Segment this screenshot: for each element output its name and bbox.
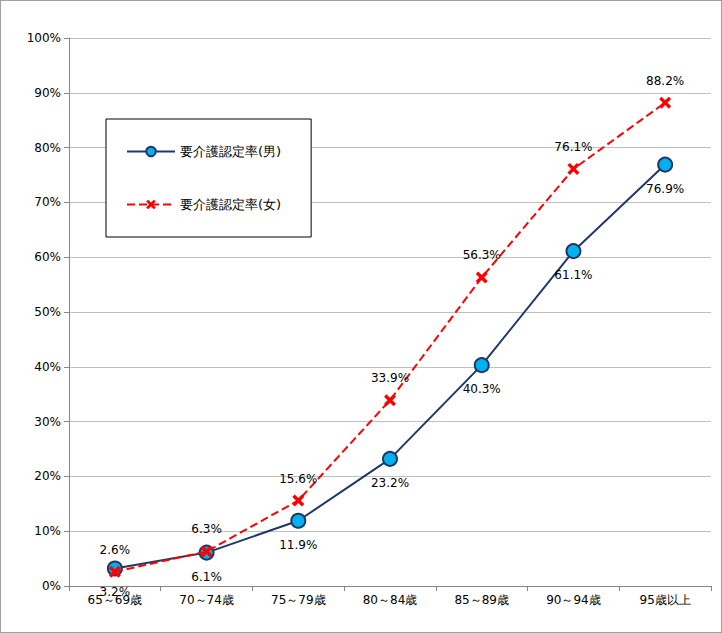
svg-text:0%: 0% (42, 579, 61, 593)
svg-text:80～84歳: 80～84歳 (363, 593, 418, 607)
svg-text:30%: 30% (34, 415, 61, 429)
svg-text:90%: 90% (34, 86, 61, 100)
svg-text:70～74歳: 70～74歳 (179, 593, 234, 607)
svg-text:85～89歳: 85～89歳 (454, 593, 509, 607)
svg-text:76.9%: 76.9% (646, 182, 684, 196)
svg-text:6.3%: 6.3% (191, 522, 222, 536)
svg-text:11.9%: 11.9% (279, 538, 317, 552)
svg-text:90～94歳: 90～94歳 (546, 593, 601, 607)
svg-text:要介護認定率(女): 要介護認定率(女) (180, 197, 281, 212)
svg-text:3.2%: 3.2% (100, 585, 131, 599)
svg-text:61.1%: 61.1% (554, 268, 592, 282)
svg-text:要介護認定率(男): 要介護認定率(男) (180, 144, 281, 159)
svg-text:15.6%: 15.6% (279, 472, 317, 486)
svg-text:10%: 10% (34, 524, 61, 538)
svg-text:80%: 80% (34, 141, 61, 155)
svg-text:100%: 100% (27, 31, 61, 45)
svg-text:95歳以上: 95歳以上 (640, 593, 691, 607)
svg-text:40.3%: 40.3% (463, 382, 501, 396)
svg-text:33.9%: 33.9% (371, 371, 409, 385)
svg-text:2.6%: 2.6% (100, 543, 131, 557)
svg-text:40%: 40% (34, 360, 61, 374)
svg-text:20%: 20% (34, 469, 61, 483)
svg-text:6.1%: 6.1% (191, 570, 222, 584)
svg-text:76.1%: 76.1% (554, 140, 592, 154)
svg-text:60%: 60% (34, 250, 61, 264)
svg-text:75～79歳: 75～79歳 (271, 593, 326, 607)
svg-text:56.3%: 56.3% (463, 248, 501, 262)
svg-text:88.2%: 88.2% (646, 74, 684, 88)
svg-text:70%: 70% (34, 195, 61, 209)
svg-text:65～69歳: 65～69歳 (87, 593, 143, 607)
svg-text:50%: 50% (34, 305, 61, 319)
svg-text:23.2%: 23.2% (371, 476, 409, 490)
